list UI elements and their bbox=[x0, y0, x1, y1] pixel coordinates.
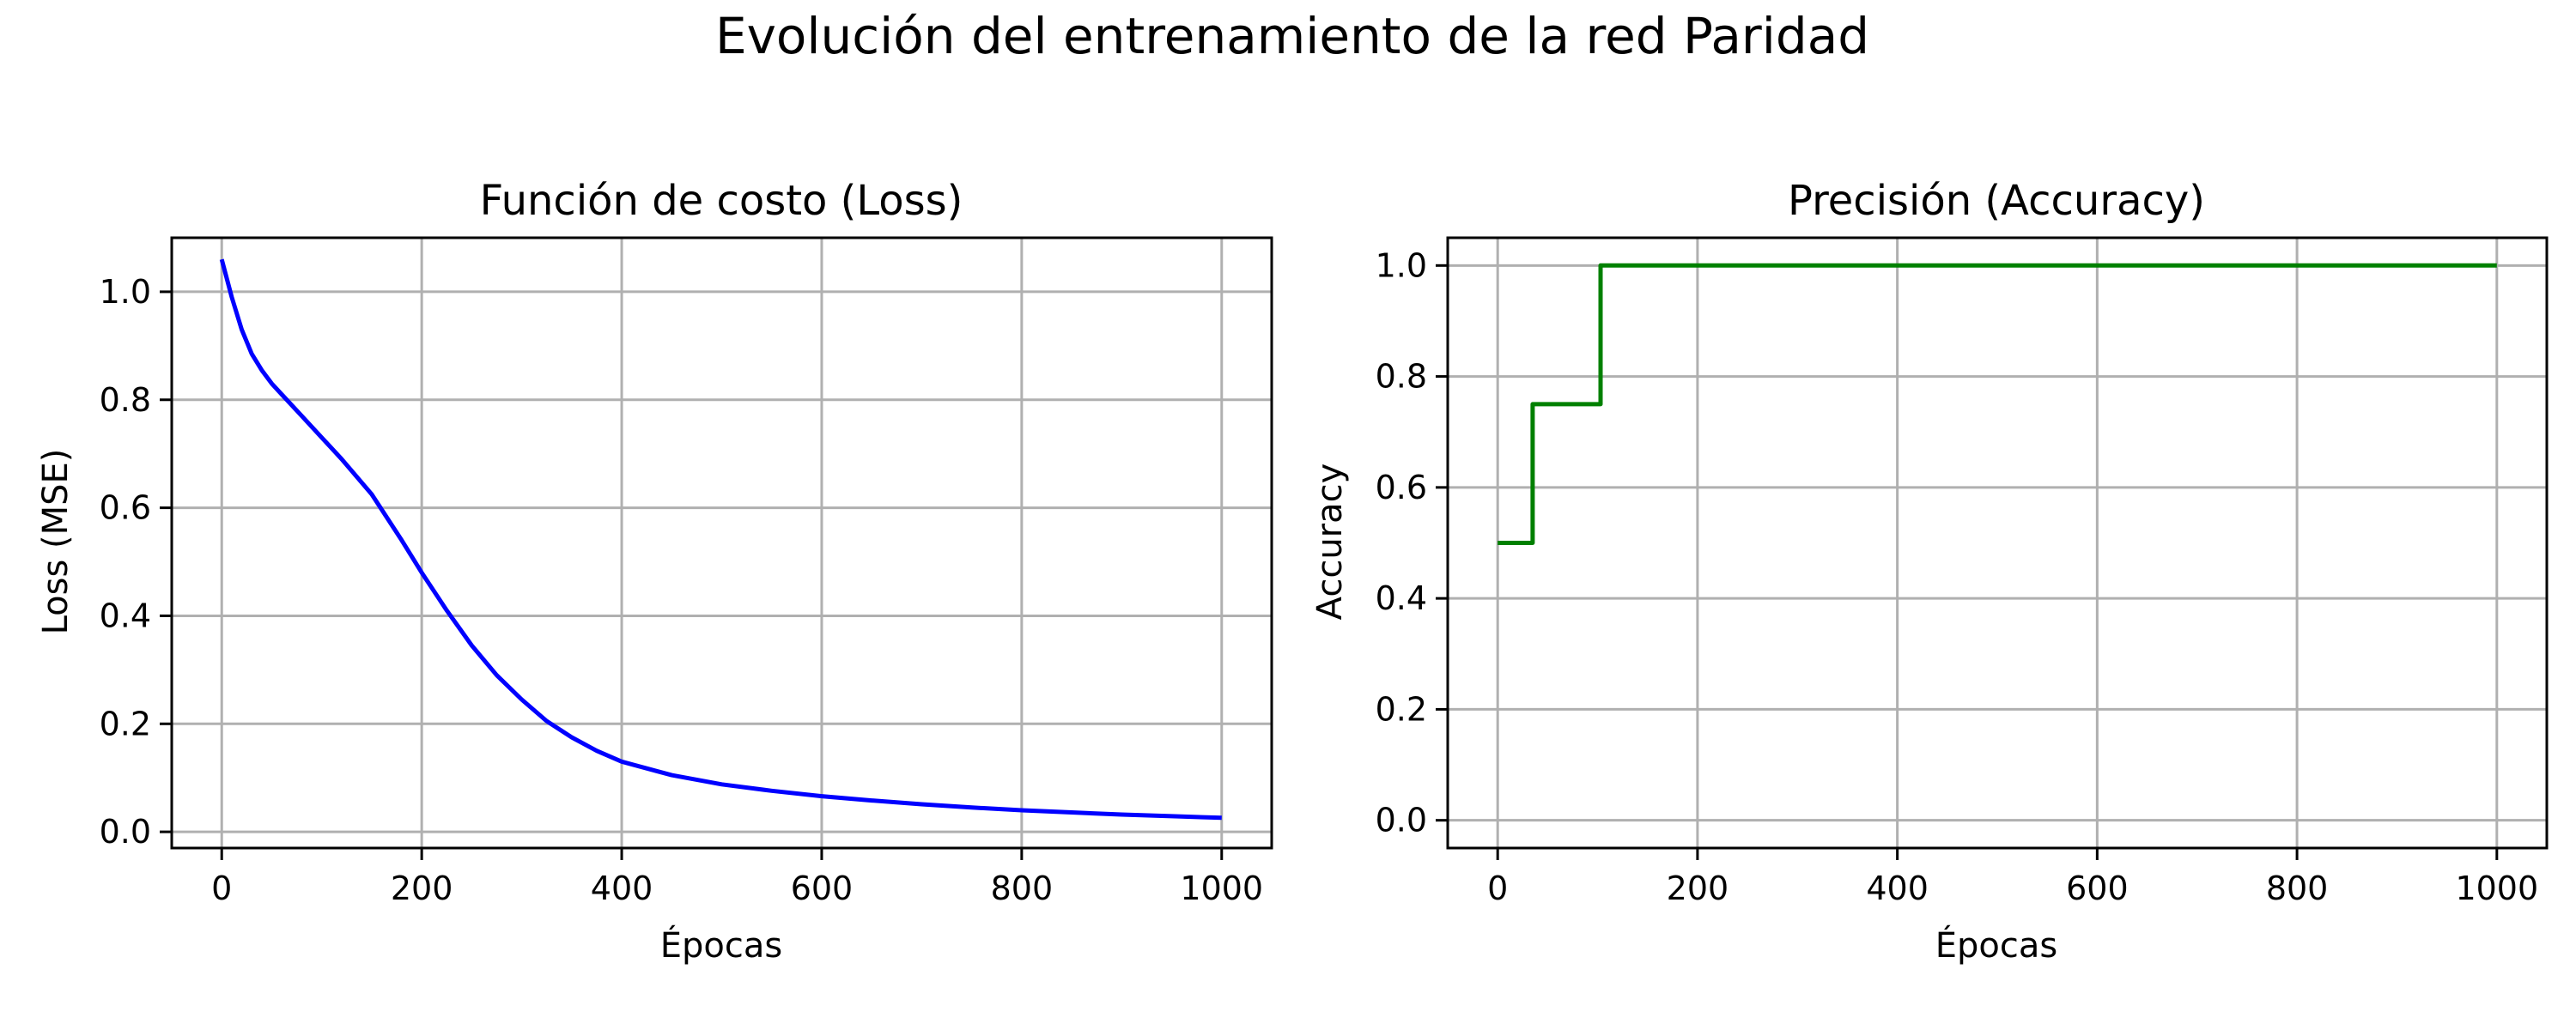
accuracy-xtick-label: 1000 bbox=[2455, 869, 2538, 907]
loss-axes: Función de costo (Loss) Épocas Loss (MSE… bbox=[36, 177, 1273, 966]
loss-ytick-label: 1.0 bbox=[100, 273, 151, 311]
accuracy-xtick-label: 800 bbox=[2266, 869, 2329, 907]
accuracy-axes-title: Precisión (Accuracy) bbox=[1788, 177, 2205, 225]
loss-ytick-label: 0.2 bbox=[100, 705, 151, 742]
loss-ylabel: Loss (MSE) bbox=[36, 449, 76, 635]
loss-xtick-label: 0 bbox=[211, 869, 232, 907]
accuracy-ytick-label: 0.6 bbox=[1376, 469, 1427, 506]
loss-grid bbox=[172, 238, 1272, 848]
accuracy-xtick-label: 0 bbox=[1487, 869, 1508, 907]
accuracy-axes: Precisión (Accuracy) Épocas Accuracy 0 20… bbox=[1310, 177, 2549, 966]
accuracy-ytick-label: 1.0 bbox=[1376, 246, 1427, 284]
loss-series-line bbox=[219, 258, 1222, 821]
loss-axes-frame bbox=[170, 236, 1273, 850]
accuracy-ytick-label: 0.4 bbox=[1376, 579, 1427, 617]
loss-xtick-label: 800 bbox=[991, 869, 1054, 907]
accuracy-xtick-label: 400 bbox=[1866, 869, 1929, 907]
loss-ytick-label: 0.8 bbox=[100, 381, 151, 419]
loss-ytick-label: 0.4 bbox=[100, 597, 151, 634]
accuracy-xlabel: Épocas bbox=[1935, 924, 2057, 966]
loss-xtick-label: 1000 bbox=[1180, 869, 1263, 907]
loss-ytick-label: 0.0 bbox=[100, 813, 151, 851]
accuracy-ylabel: Accuracy bbox=[1310, 464, 1350, 621]
figure-suptitle: Evolución del entrenamiento de la red Pa… bbox=[715, 7, 1869, 65]
loss-xtick-label: 400 bbox=[591, 869, 653, 907]
accuracy-axes-frame bbox=[1446, 236, 2549, 850]
loss-xtick-label: 200 bbox=[391, 869, 453, 907]
accuracy-ytick-label: 0.0 bbox=[1376, 802, 1427, 839]
accuracy-xtick-label: 600 bbox=[2066, 869, 2129, 907]
accuracy-grid bbox=[1448, 238, 2547, 848]
loss-xtick-label: 600 bbox=[791, 869, 854, 907]
accuracy-ytick-label: 0.2 bbox=[1376, 690, 1427, 728]
loss-axes-title: Función de costo (Loss) bbox=[480, 177, 963, 225]
accuracy-series-line bbox=[1498, 263, 2497, 545]
loss-xlabel: Épocas bbox=[660, 924, 782, 966]
loss-ytick-label: 0.6 bbox=[100, 489, 151, 527]
accuracy-xtick-label: 200 bbox=[1667, 869, 1729, 907]
accuracy-ytick-label: 0.8 bbox=[1376, 358, 1427, 396]
